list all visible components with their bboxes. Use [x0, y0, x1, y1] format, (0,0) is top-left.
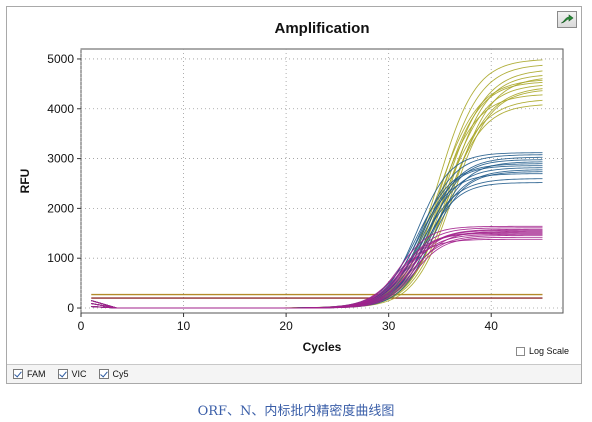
log-scale-toggle[interactable]: Log Scale [515, 346, 569, 356]
legend-item-cy5[interactable]: Cy5 [98, 369, 129, 379]
chart-title: Amplification [274, 20, 369, 37]
y-tick-label: 0 [67, 301, 74, 315]
y-axis-label: RFU [18, 169, 32, 194]
cy5-checkbox[interactable] [98, 369, 109, 379]
legend-label-cy5: Cy5 [112, 369, 129, 379]
x-tick-label: 40 [485, 319, 499, 333]
x-tick-label: 10 [177, 319, 191, 333]
figure-caption: ORF、N、内标批内精密度曲线图 [197, 404, 395, 419]
x-tick-label: 0 [78, 319, 85, 333]
curve-arrow-icon [560, 14, 574, 24]
log-scale-checkbox[interactable] [515, 346, 525, 356]
legend-item-fam[interactable]: FAM [13, 369, 46, 379]
y-tick-label: 2000 [47, 201, 74, 215]
amplification-panel: Amplification 0 10 20 30 40 0 1000 2000 3000 4000 5… [6, 6, 582, 384]
plot-frame [80, 48, 564, 314]
channel-legend: FAM VIC Cy5 [7, 364, 581, 383]
legend-label-vic: VIC [71, 369, 87, 379]
x-tick-label: 30 [382, 319, 396, 333]
y-tick-label: 3000 [47, 152, 74, 166]
chart-area: Amplification 0 10 20 30 40 0 1000 2000 3000 4000 5… [7, 7, 581, 363]
amplification-curve-cy5 [91, 238, 543, 309]
legend-label-fam: FAM [27, 369, 46, 379]
y-tick-label: 4000 [47, 102, 74, 116]
x-axis-label: Cycles [303, 340, 342, 354]
y-tick-label: 1000 [47, 251, 74, 265]
curves-group [91, 59, 543, 309]
legend-item-vic[interactable]: VIC [57, 369, 87, 379]
log-scale-label: Log Scale [528, 346, 569, 356]
y-tick-label: 5000 [47, 52, 74, 66]
x-tick-label: 20 [279, 319, 293, 333]
vic-checkbox[interactable] [57, 369, 68, 379]
amplification-chart: Amplification 0 10 20 30 40 0 1000 2000 3000 4000 5… [18, 20, 564, 354]
fam-checkbox[interactable] [13, 369, 23, 379]
chart-options-icon[interactable] [557, 11, 577, 28]
